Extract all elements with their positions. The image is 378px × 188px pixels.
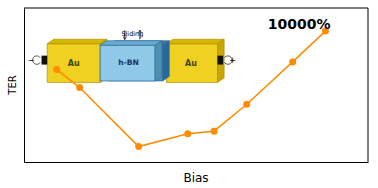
annotation: − bbox=[28, 56, 35, 65]
annotation: Au bbox=[185, 59, 197, 68]
box-side bbox=[218, 39, 225, 82]
axis-line bbox=[24, 9, 25, 163]
point bbox=[243, 101, 250, 108]
annotation: 10000% bbox=[268, 16, 331, 32]
data-marks bbox=[53, 28, 329, 151]
box-front bbox=[100, 45, 155, 81]
point bbox=[53, 66, 60, 73]
y-label: TER bbox=[7, 75, 18, 95]
box-front bbox=[47, 44, 100, 83]
box-top bbox=[100, 41, 161, 45]
annotation: + bbox=[229, 56, 236, 65]
x-axis bbox=[25, 162, 369, 163]
box-top bbox=[166, 39, 224, 43]
point bbox=[289, 58, 296, 65]
chart: Bias TER Au Au h-BN Sliding − +10000% bbox=[0, 0, 378, 188]
annotation: Sliding bbox=[121, 30, 143, 38]
connector bbox=[218, 56, 224, 65]
point bbox=[135, 143, 142, 150]
plot: Bias TER Au Au h-BN Sliding − +10000% bbox=[7, 8, 369, 185]
box-side bbox=[155, 41, 162, 81]
line bbox=[57, 31, 326, 147]
box-side bbox=[163, 41, 170, 81]
hbn-layer bbox=[100, 41, 161, 81]
point bbox=[76, 84, 83, 91]
frame bbox=[368, 8, 369, 162]
x-label: Bias bbox=[183, 171, 208, 185]
point bbox=[184, 130, 191, 137]
frame bbox=[24, 8, 368, 9]
au-block bbox=[166, 39, 224, 82]
inset: Au Au h-BN Sliding − + bbox=[28, 30, 236, 82]
annotation: Au bbox=[68, 59, 80, 68]
y-axis bbox=[24, 9, 25, 163]
box-top bbox=[47, 39, 107, 43]
au-block bbox=[47, 39, 107, 82]
connector bbox=[42, 56, 48, 65]
annotation: h-BN bbox=[118, 58, 138, 67]
point bbox=[211, 128, 218, 135]
box-front bbox=[166, 44, 217, 83]
axis-line bbox=[25, 162, 369, 163]
